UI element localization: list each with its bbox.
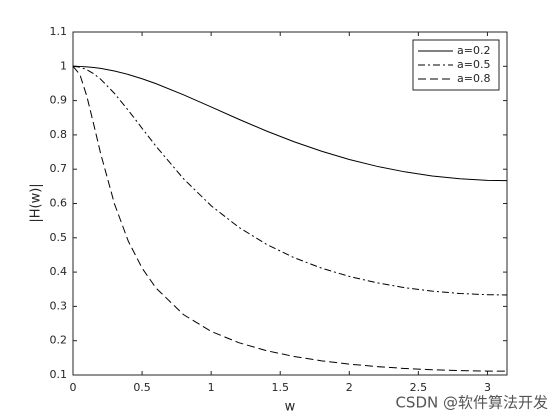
y-tick-label: 0.4 bbox=[50, 265, 68, 278]
y-tick-label: 0.6 bbox=[50, 197, 68, 210]
plot-frame bbox=[72, 31, 508, 376]
x-tick-label: 2.5 bbox=[410, 381, 428, 394]
y-axis-label: |H(w)| bbox=[29, 183, 44, 222]
x-tick-label: 2 bbox=[346, 381, 353, 394]
series-line bbox=[72, 65, 508, 372]
y-tick-label: 0.2 bbox=[50, 334, 68, 347]
legend-label: a=0.2 bbox=[457, 44, 490, 57]
y-tick-label: 1.1 bbox=[50, 25, 68, 38]
x-tick-label: 1 bbox=[208, 381, 215, 394]
x-tick-label: 3 bbox=[484, 381, 491, 394]
series-line bbox=[72, 65, 508, 296]
legend-label: a=0.8 bbox=[457, 72, 490, 85]
x-tick-label: 0 bbox=[70, 381, 77, 394]
watermark: CSDN @软件算法开发 bbox=[395, 394, 548, 412]
y-tick-label: 0.5 bbox=[50, 231, 68, 244]
x-tick-label: 0.5 bbox=[133, 381, 151, 394]
legend-box bbox=[412, 39, 500, 91]
y-tick-label: 0.9 bbox=[50, 94, 68, 107]
legend-label: a=0.5 bbox=[457, 58, 490, 71]
y-tick-label: 0.3 bbox=[50, 299, 68, 312]
y-tick-label: 1 bbox=[60, 59, 67, 72]
x-axis-label: w bbox=[285, 400, 296, 415]
x-tick-label: 1.5 bbox=[271, 381, 289, 394]
y-tick-label: 0.7 bbox=[50, 162, 68, 175]
y-tick-label: 0.1 bbox=[50, 368, 68, 381]
y-tick-label: 0.8 bbox=[50, 128, 68, 141]
series-line bbox=[72, 65, 508, 182]
